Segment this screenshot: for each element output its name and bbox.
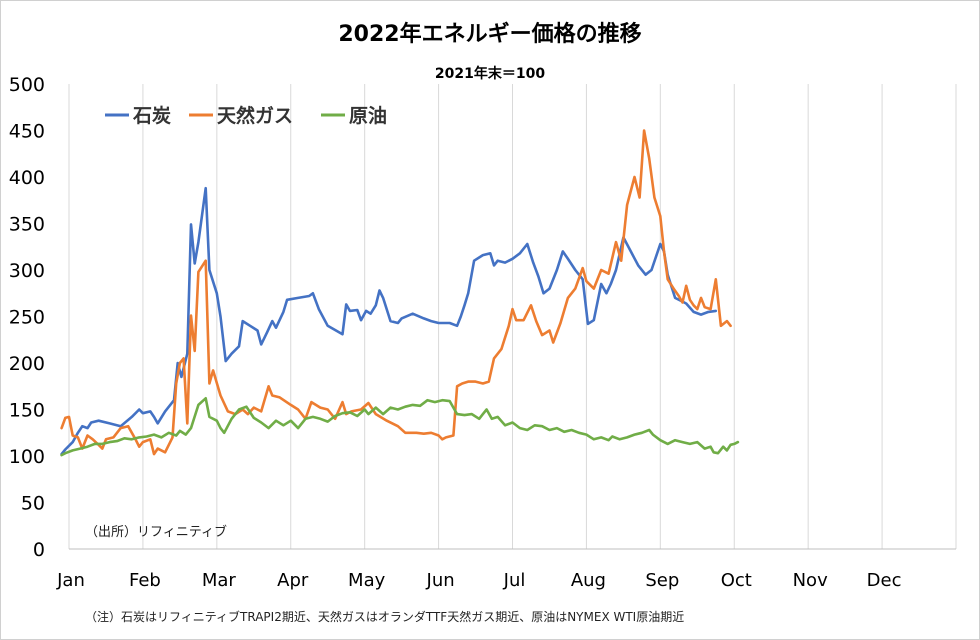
x-tick-label: Feb — [129, 570, 161, 591]
x-tick-label: Jan — [56, 570, 85, 591]
legend-label: 石炭 — [132, 105, 171, 127]
x-tick-label: Jun — [426, 570, 455, 591]
y-tick-label: 150 — [9, 400, 45, 422]
legend: 石炭 天然ガス 原油 — [105, 104, 387, 127]
series-line-1 — [60, 129, 732, 456]
legend-label: 天然ガス — [217, 104, 293, 127]
y-tick-label: 350 — [9, 214, 45, 236]
series-line-2 — [60, 397, 740, 457]
y-tick-label: 250 — [9, 307, 45, 329]
x-tick-label: Sep — [645, 570, 679, 591]
x-tick-label: Nov — [793, 570, 828, 591]
series-line-0 — [60, 186, 718, 456]
chart-subtitle: 2021年末＝100 — [435, 65, 545, 82]
x-tick-label: Jul — [503, 570, 526, 591]
series-lines — [60, 129, 740, 457]
y-tick-label: 300 — [9, 260, 45, 282]
y-tick-label: 0 — [33, 539, 45, 561]
y-tick-label: 100 — [9, 446, 45, 468]
x-tick-label: Aug — [571, 570, 606, 591]
y-tick-label: 200 — [9, 353, 45, 375]
y-axis-ticks: 0 50 100 150 200 250 300 350 400 450 500 — [9, 74, 45, 561]
x-tick-label: May — [348, 570, 386, 591]
x-tick-label: Mar — [202, 570, 237, 591]
x-tick-label: Apr — [277, 570, 309, 591]
grid-lines — [68, 84, 957, 550]
legend-label: 原油 — [349, 105, 387, 127]
x-tick-label: Dec — [867, 570, 902, 591]
y-tick-label: 50 — [21, 493, 45, 515]
y-tick-label: 500 — [9, 74, 45, 96]
x-axis-ticks: Jan Feb Mar Apr May Jun Jul Aug Sep Oct Nov Dec — [56, 570, 901, 591]
y-tick-label: 450 — [9, 121, 45, 143]
source-note: （出所）リフィニティブ — [85, 524, 227, 540]
chart-title: 2022年エネルギー価格の推移 — [338, 21, 641, 47]
footnote: （注）石炭はリフィニティブTRAPI2期近、天然ガスはオランダTTF天然ガス期近… — [85, 609, 684, 624]
x-tick-label: Oct — [721, 570, 752, 591]
y-tick-label: 400 — [9, 167, 45, 189]
